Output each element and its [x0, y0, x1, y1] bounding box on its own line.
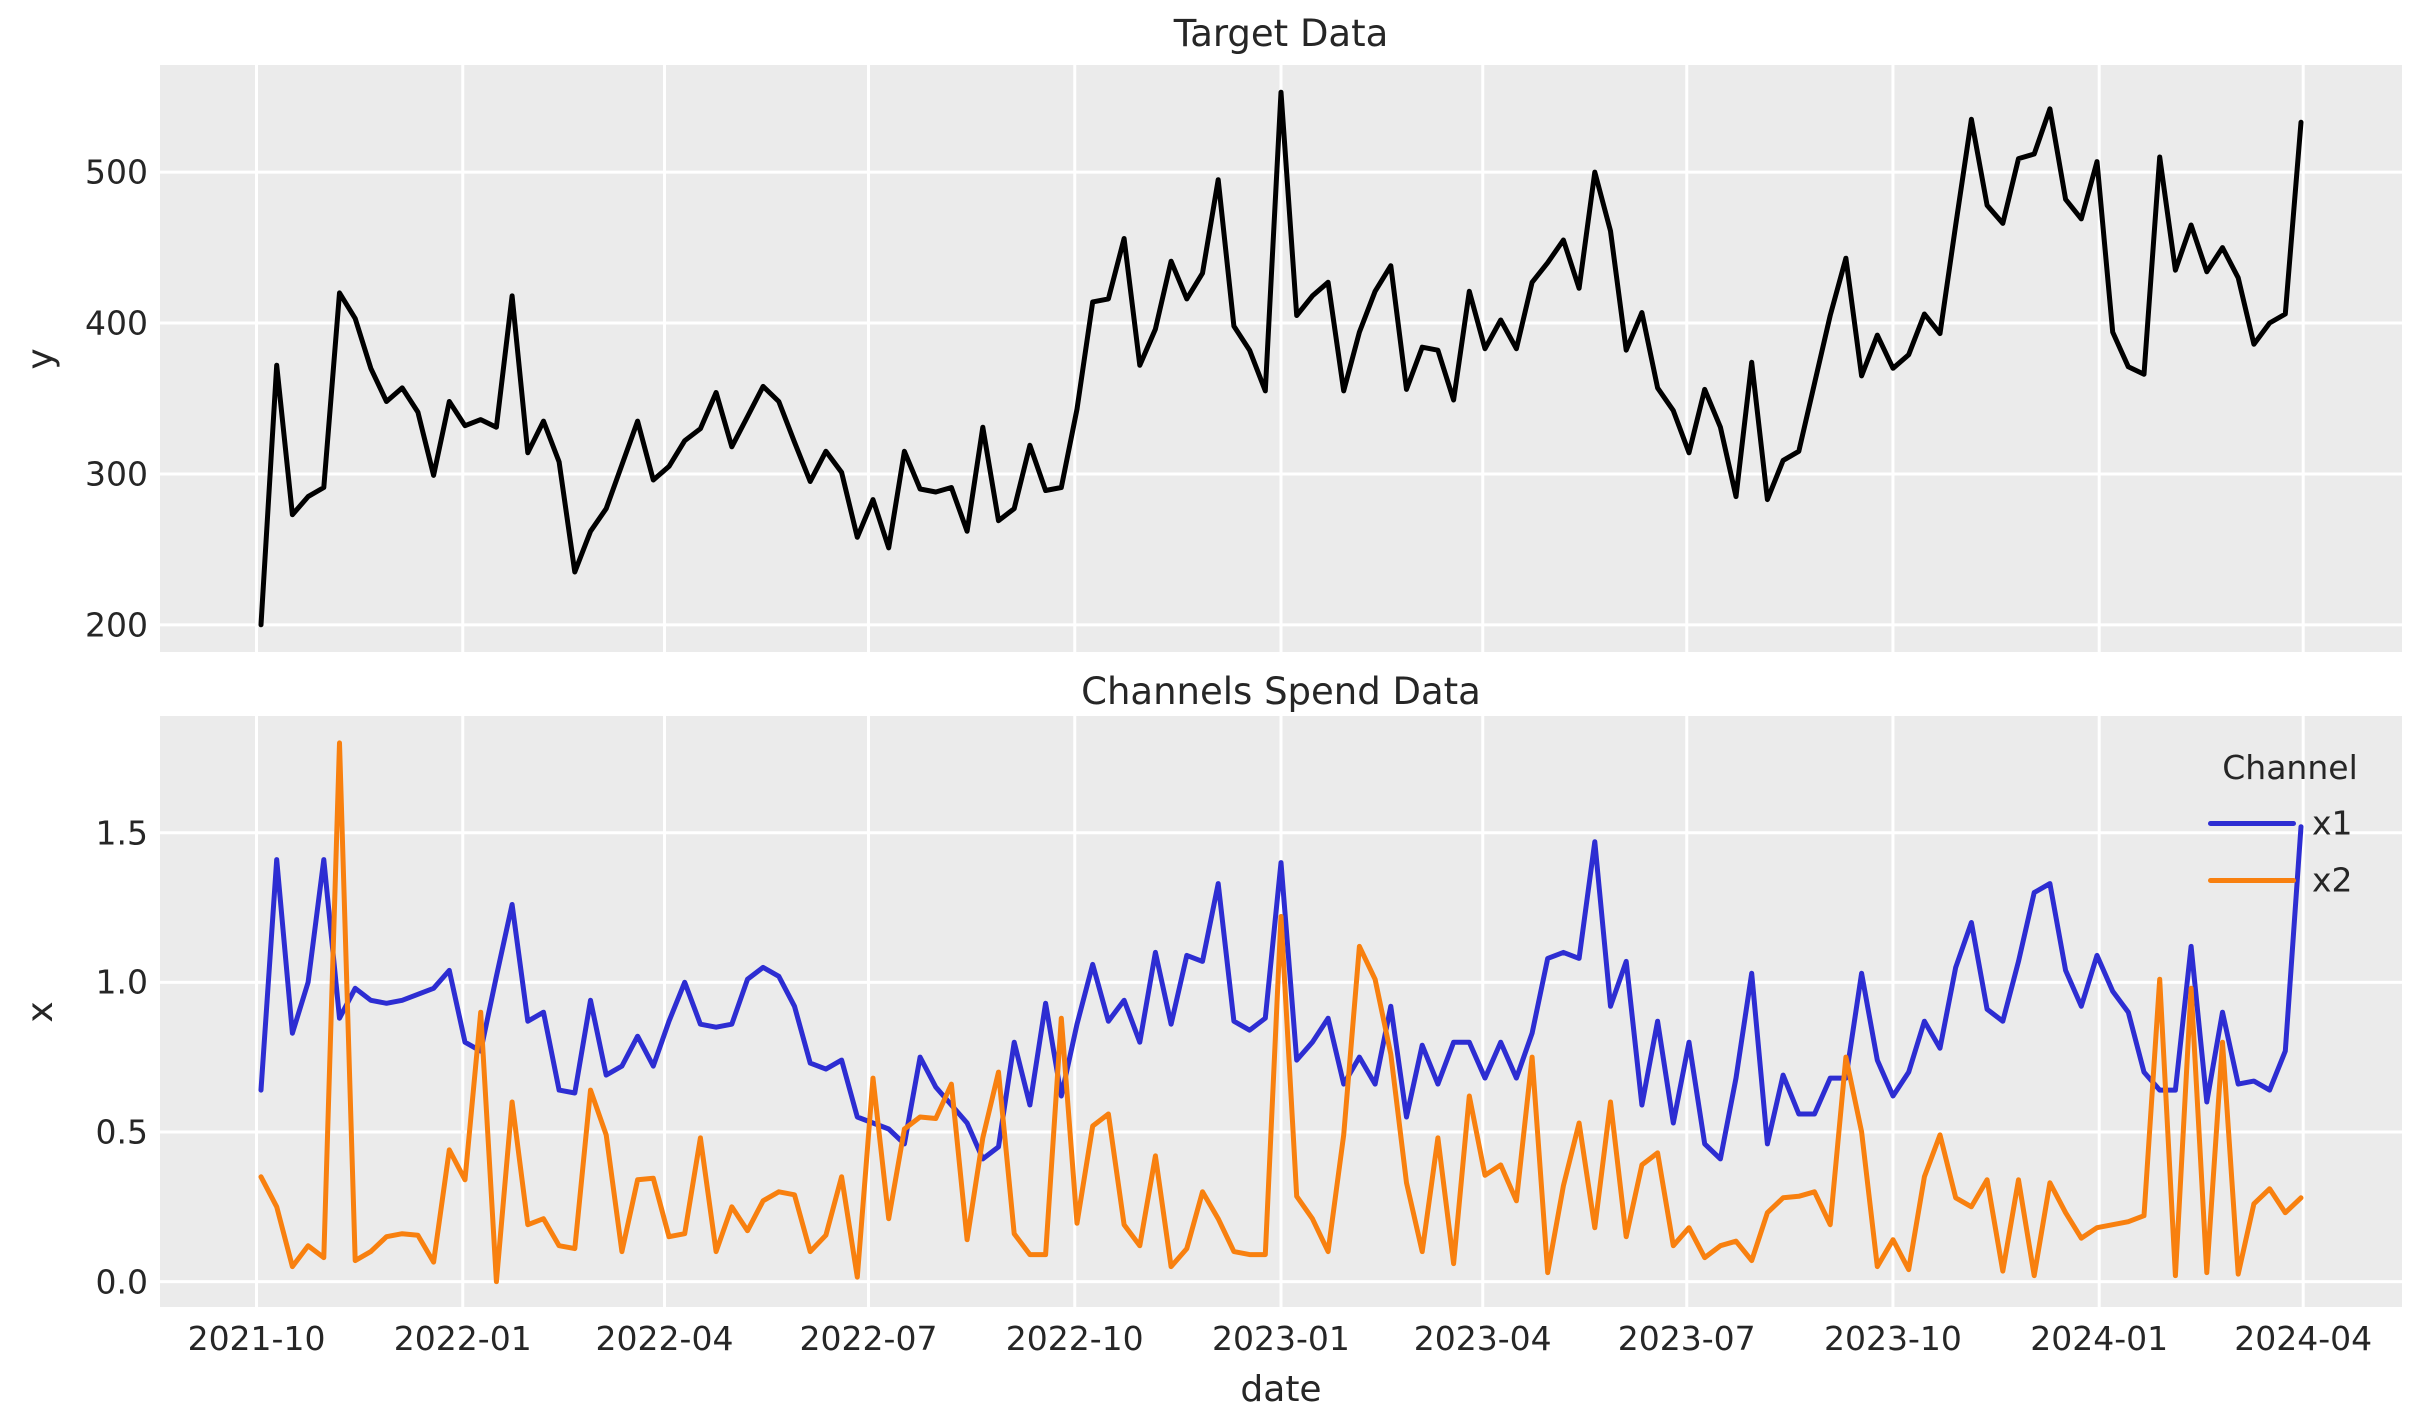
x-axis-label: date — [1240, 1369, 1322, 1410]
legend-x2-label: x2 — [2312, 860, 2353, 900]
legend-x2-line-swatch — [2208, 878, 2296, 883]
x2-series-line — [258, 740, 2304, 1285]
y-tick-label: 0.5 — [95, 1112, 148, 1152]
y-tick-label: 0.0 — [95, 1262, 148, 1302]
legend-x1-label: x1 — [2312, 803, 2353, 843]
x-tick-label: 2022-04 — [595, 1319, 734, 1358]
y-tick-label: 500 — [85, 152, 148, 192]
x-tick-label: 2022-07 — [799, 1319, 938, 1358]
spend-y-axis-label: x — [20, 1000, 62, 1023]
legend-x1-line-swatch — [2208, 821, 2296, 826]
spend-plot-area — [160, 716, 2402, 1307]
x-tick-label: 2023-07 — [1617, 1319, 1756, 1358]
y-tick-label: 200 — [85, 605, 148, 645]
y-tick-label: 1.0 — [95, 962, 148, 1002]
y-tick-label: 1.5 — [95, 813, 148, 853]
x-tick-label: 2023-10 — [1824, 1319, 1962, 1358]
x-tick-label: 2022-10 — [1005, 1319, 1144, 1358]
x-tick-label: 2024-04 — [2234, 1319, 2373, 1358]
x1-series-line — [258, 824, 2304, 1162]
target-y-axis-label: y — [20, 347, 62, 370]
target-chart-svg — [160, 65, 2402, 652]
y-tick-label: 300 — [85, 454, 148, 494]
x-tick-label: 2024-01 — [2030, 1319, 2169, 1358]
target-chart-title: Target Data — [1173, 12, 1389, 55]
y-tick-label: 400 — [85, 303, 148, 343]
legend-title: Channel — [2222, 748, 2358, 787]
y-series-line — [258, 89, 2304, 628]
x-tick-label: 2023-04 — [1413, 1319, 1552, 1358]
x-tick-label: 2021-10 — [187, 1319, 326, 1358]
x-tick-label: 2023-01 — [1212, 1319, 1350, 1358]
target-plot-area — [160, 65, 2402, 652]
x-tick-label: 2022-01 — [393, 1319, 532, 1358]
spend-chart-title: Channels Spend Data — [1081, 670, 1481, 713]
spend-chart-svg — [160, 716, 2402, 1307]
